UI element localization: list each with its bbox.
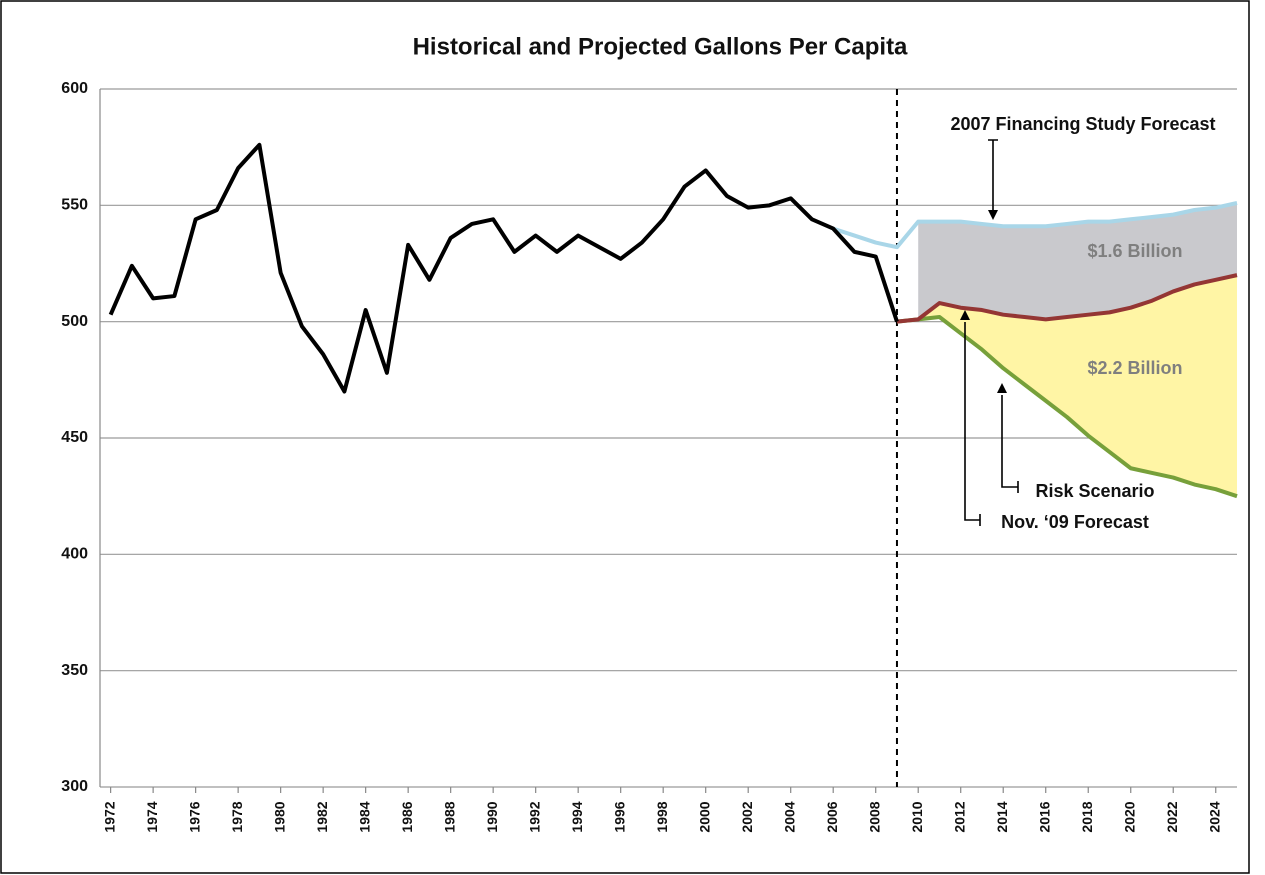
x-tick-label: 1982: [314, 801, 330, 832]
x-tick-label: 2010: [909, 801, 925, 832]
x-tick-label: 2024: [1206, 801, 1222, 832]
annotation: Risk Scenario: [1035, 481, 1154, 501]
y-tick-label: 550: [61, 197, 88, 214]
x-tick-label: 1976: [186, 801, 202, 832]
y-tick-label: 300: [61, 778, 88, 795]
x-tick-label: 1978: [229, 801, 245, 832]
x-tick-label: 1990: [484, 801, 500, 832]
x-tick-label: 2012: [951, 801, 967, 832]
series-line: [108, 142, 899, 394]
x-tick-label: 2022: [1164, 801, 1180, 832]
y-tick-label: 400: [61, 546, 88, 563]
x-tick-label: 2000: [696, 801, 712, 832]
x-tick-label: 1992: [526, 801, 542, 832]
x-tick-label: 1994: [569, 801, 585, 832]
gap-area: [918, 275, 1237, 497]
y-tick-label: 450: [61, 429, 88, 446]
arrowhead: [997, 383, 1007, 393]
y-tick-label: 350: [61, 662, 88, 679]
leader: [1001, 395, 1019, 493]
series-line: [896, 273, 1238, 324]
x-tick-label: 2016: [1036, 801, 1052, 832]
leader: [988, 139, 998, 218]
x-tick-label: 2004: [781, 801, 797, 832]
x-tick-label: 2002: [739, 801, 755, 832]
gap-area: [918, 203, 1237, 320]
arrowhead: [960, 310, 970, 320]
x-tick-label: 2006: [824, 801, 840, 832]
annotation: 2007 Financing Study Forecast: [950, 114, 1215, 134]
x-tick-label: 1988: [441, 801, 457, 832]
x-tick-label: 1972: [101, 801, 117, 832]
x-tick-label: 2014: [994, 801, 1010, 832]
x-tick-label: 1986: [399, 801, 415, 832]
chart-title: Historical and Projected Gallons Per Cap…: [413, 33, 908, 60]
annotation: Nov. ‘09 Forecast: [1001, 512, 1149, 532]
x-tick-label: 2008: [866, 801, 882, 832]
x-tick-label: 2020: [1121, 801, 1137, 832]
y-tick-label: 500: [61, 313, 88, 330]
series-line: [832, 201, 1238, 250]
x-tick-label: 1996: [611, 801, 627, 832]
leader: [964, 322, 981, 526]
annotation: $1.6 Billion: [1087, 241, 1182, 261]
series-line: [896, 315, 1238, 499]
x-tick-label: 1998: [654, 801, 670, 832]
x-tick-label: 1980: [271, 801, 287, 832]
x-tick-label: 1984: [356, 801, 372, 832]
x-tick-label: 1974: [144, 801, 160, 832]
arrowhead: [988, 210, 998, 220]
x-tick-label: 2018: [1079, 801, 1095, 832]
y-tick-label: 600: [61, 80, 88, 97]
annotation: $2.2 Billion: [1087, 358, 1182, 378]
